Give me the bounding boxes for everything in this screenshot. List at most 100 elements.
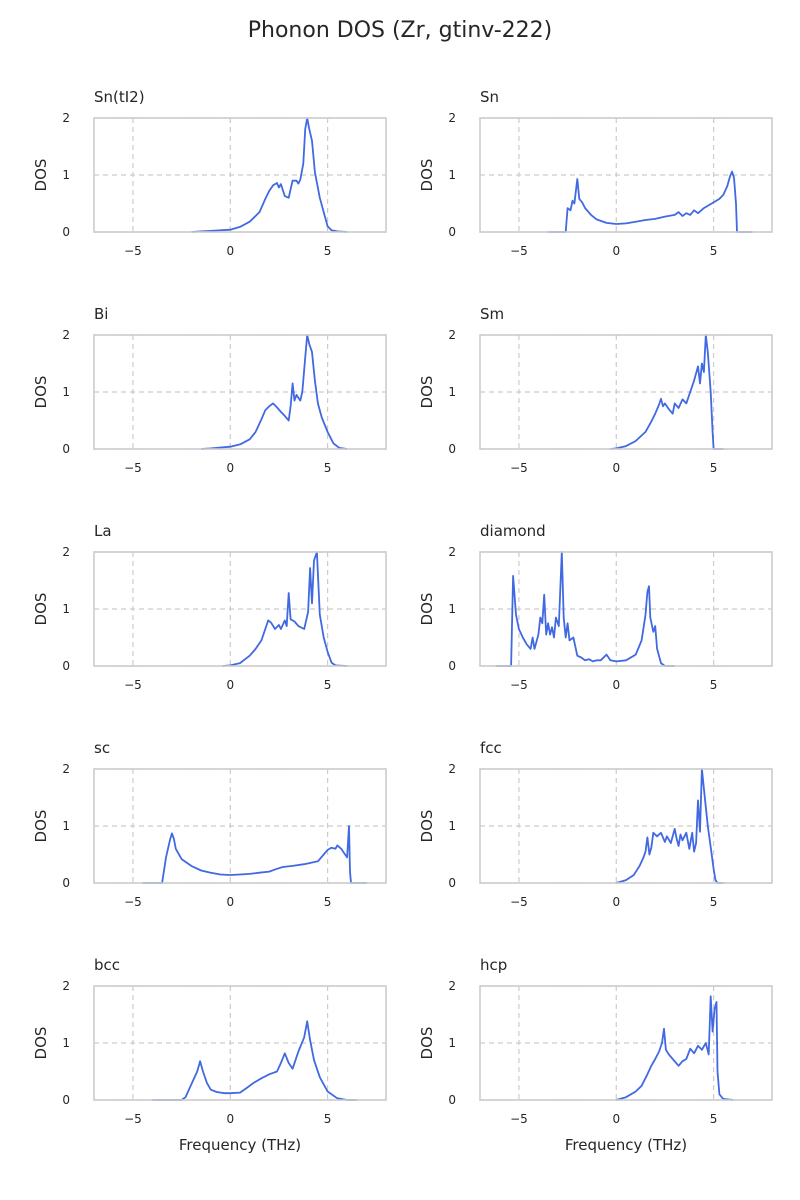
x-tick-label: 5 bbox=[324, 678, 332, 692]
y-tick-label: 0 bbox=[448, 442, 456, 456]
y-tick-label: 0 bbox=[62, 659, 70, 673]
x-tick-label: −5 bbox=[510, 244, 528, 258]
plot-frame bbox=[479, 334, 773, 450]
y-axis-label: DOS bbox=[418, 593, 436, 626]
subplot-bi: −5 0 5 0 1 2 Bi DOS bbox=[32, 305, 387, 475]
subplot-title: fcc bbox=[480, 739, 502, 757]
dos-line bbox=[616, 768, 724, 884]
subplot-bcc: −5 0 5 0 1 2 bcc DOS Frequency (THz) bbox=[32, 956, 387, 1154]
dos-line bbox=[222, 551, 348, 667]
x-tick-label: 5 bbox=[324, 895, 332, 909]
y-tick-label: 2 bbox=[448, 545, 456, 559]
y-axis-label: DOS bbox=[32, 1027, 50, 1060]
y-tick-label: 1 bbox=[448, 602, 456, 616]
dos-line bbox=[152, 1020, 357, 1101]
y-tick-label: 0 bbox=[62, 876, 70, 890]
dos-line bbox=[191, 117, 348, 233]
subplot-title: La bbox=[94, 522, 112, 540]
x-tick-label: −5 bbox=[124, 244, 142, 258]
x-tick-label: 5 bbox=[710, 678, 718, 692]
plot-frame bbox=[93, 985, 387, 1101]
y-axis-label: DOS bbox=[418, 810, 436, 843]
y-tick-label: 2 bbox=[62, 545, 70, 559]
dos-line bbox=[616, 995, 734, 1101]
plot-frame bbox=[93, 768, 387, 884]
y-axis-label: DOS bbox=[32, 593, 50, 626]
plot-frame bbox=[479, 551, 773, 667]
y-tick-label: 2 bbox=[448, 111, 456, 125]
x-tick-label: 0 bbox=[226, 244, 234, 258]
subplot-sn-ti2-: −5 0 5 0 1 2 Sn(tI2) DOS bbox=[32, 88, 387, 258]
x-tick-label: −5 bbox=[510, 895, 528, 909]
subplot-diamond: −5 0 5 0 1 2 diamond DOS bbox=[418, 522, 773, 692]
subplot-title: Bi bbox=[94, 305, 108, 323]
y-tick-label: 1 bbox=[62, 168, 70, 182]
x-tick-label: −5 bbox=[510, 1112, 528, 1126]
y-tick-label: 0 bbox=[448, 1093, 456, 1107]
x-tick-label: −5 bbox=[124, 678, 142, 692]
x-tick-label: 0 bbox=[226, 895, 234, 909]
y-tick-label: 2 bbox=[448, 328, 456, 342]
x-tick-label: 5 bbox=[710, 895, 718, 909]
x-tick-label: 0 bbox=[226, 461, 234, 475]
x-tick-label: 0 bbox=[612, 678, 620, 692]
subplot-sc: −5 0 5 0 1 2 sc DOS bbox=[32, 739, 387, 909]
x-tick-label: 5 bbox=[324, 1112, 332, 1126]
y-tick-label: 0 bbox=[62, 442, 70, 456]
y-tick-label: 1 bbox=[448, 385, 456, 399]
x-tick-label: −5 bbox=[510, 461, 528, 475]
x-tick-label: 5 bbox=[324, 461, 332, 475]
y-axis-label: DOS bbox=[418, 376, 436, 409]
plot-frame bbox=[479, 117, 773, 233]
y-tick-label: 1 bbox=[62, 385, 70, 399]
dos-line bbox=[201, 334, 348, 450]
subplot-title: Sn bbox=[480, 88, 499, 106]
x-tick-label: −5 bbox=[124, 1112, 142, 1126]
y-tick-label: 1 bbox=[448, 168, 456, 182]
x-tick-label: 5 bbox=[710, 461, 718, 475]
x-tick-label: −5 bbox=[510, 678, 528, 692]
subplot-title: Sn(tI2) bbox=[94, 88, 145, 106]
y-tick-label: 2 bbox=[62, 762, 70, 776]
y-axis-label: DOS bbox=[418, 1027, 436, 1060]
y-tick-label: 0 bbox=[448, 876, 456, 890]
y-tick-label: 2 bbox=[62, 328, 70, 342]
y-tick-label: 1 bbox=[62, 1036, 70, 1050]
dos-line bbox=[548, 170, 753, 233]
y-tick-label: 0 bbox=[448, 225, 456, 239]
subplot-title: diamond bbox=[480, 522, 546, 540]
x-tick-label: −5 bbox=[124, 895, 142, 909]
y-tick-label: 0 bbox=[62, 225, 70, 239]
x-tick-label: 0 bbox=[612, 461, 620, 475]
y-axis-label: DOS bbox=[418, 159, 436, 192]
x-tick-label: 0 bbox=[612, 244, 620, 258]
subplot-sn: −5 0 5 0 1 2 Sn DOS bbox=[418, 88, 773, 258]
plot-frame bbox=[93, 334, 387, 450]
subplot-la: −5 0 5 0 1 2 La DOS bbox=[32, 522, 387, 692]
y-tick-label: 1 bbox=[448, 819, 456, 833]
x-tick-label: 0 bbox=[612, 895, 620, 909]
subplot-hcp: −5 0 5 0 1 2 hcp DOS Frequency (THz) bbox=[418, 956, 773, 1154]
x-tick-label: 0 bbox=[226, 678, 234, 692]
x-tick-label: −5 bbox=[124, 461, 142, 475]
plot-frame bbox=[479, 985, 773, 1101]
subplot-title: Sm bbox=[480, 305, 504, 323]
y-tick-label: 2 bbox=[448, 762, 456, 776]
y-axis-label: DOS bbox=[32, 376, 50, 409]
y-axis-label: DOS bbox=[32, 810, 50, 843]
subplot-fcc: −5 0 5 0 1 2 fcc DOS bbox=[418, 739, 773, 909]
x-tick-label: 0 bbox=[612, 1112, 620, 1126]
plot-frame bbox=[479, 768, 773, 884]
x-tick-label: 0 bbox=[226, 1112, 234, 1126]
plot-frame bbox=[93, 551, 387, 667]
dos-line bbox=[495, 551, 675, 667]
y-tick-label: 2 bbox=[448, 979, 456, 993]
subplot-title: bcc bbox=[94, 956, 120, 974]
dos-line bbox=[610, 334, 724, 450]
y-tick-label: 1 bbox=[62, 602, 70, 616]
x-axis-label: Frequency (THz) bbox=[179, 1136, 301, 1154]
y-tick-label: 2 bbox=[62, 979, 70, 993]
y-tick-label: 2 bbox=[62, 111, 70, 125]
